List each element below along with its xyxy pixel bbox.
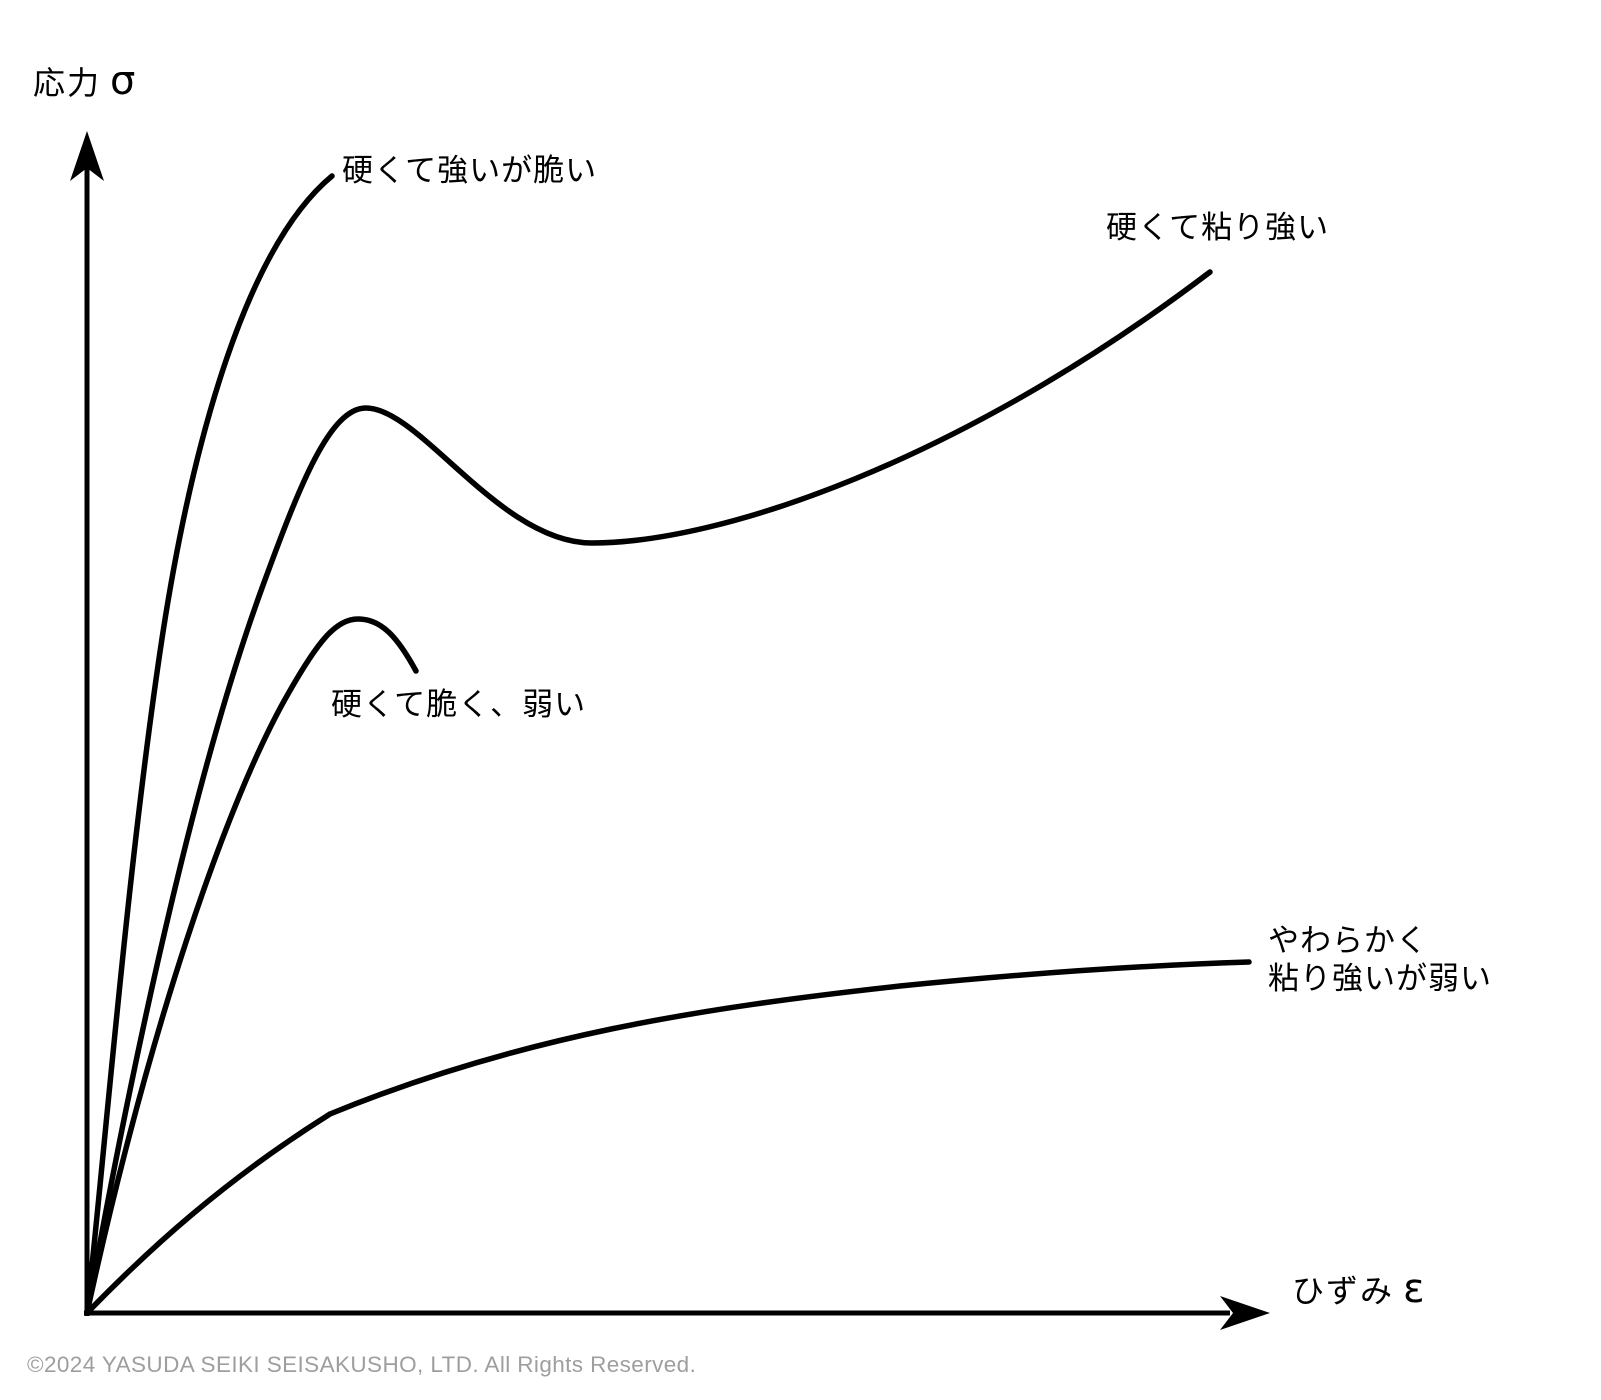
- annotation-hard-strong-brittle: 硬くて強いが脆い: [342, 153, 598, 188]
- curve-soft-tough-weak: [84, 959, 1252, 1316]
- curve-hard-tough: [84, 269, 1213, 1316]
- y-axis-label-text: 応力: [33, 65, 102, 101]
- copyright-text: ©2024 YASUDA SEIKI SEISAKUSHO, LTD. All …: [27, 1352, 697, 1377]
- annotation-hard-tough: 硬くて粘り強い: [1106, 210, 1330, 245]
- y-axis-arrowhead-icon: [70, 131, 104, 181]
- annotation-hard-brittle-weak: 硬くて脆く、弱い: [331, 687, 587, 722]
- annotation-soft-tough-weak-line1: やわらかく: [1268, 923, 1428, 958]
- annotation-soft-tough-weak: やわらかく 粘り強いが弱い: [1268, 922, 1492, 998]
- x-axis-label: ひずみ ε: [1292, 1266, 1425, 1312]
- y-axis-label: 応力 σ: [33, 58, 135, 104]
- epsilon-symbol: ε: [1403, 1266, 1425, 1312]
- x-axis-label-text: ひずみ: [1292, 1273, 1395, 1309]
- x-axis-arrowhead-icon: [1220, 1296, 1270, 1330]
- annotation-soft-tough-weak-line2: 粘り強いが弱い: [1268, 961, 1492, 996]
- curve-hard-strong-brittle: [84, 173, 335, 1316]
- sigma-symbol: σ: [110, 58, 136, 104]
- curve-hard-brittle-weak: [84, 616, 419, 1316]
